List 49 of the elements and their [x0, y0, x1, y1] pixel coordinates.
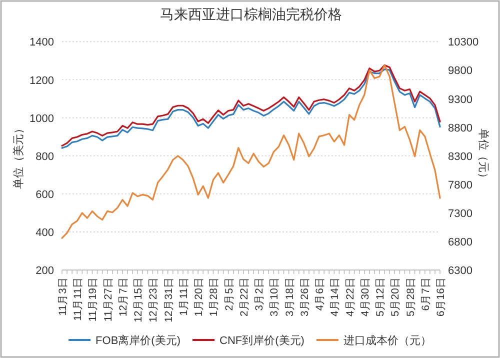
- x-tick-label: 4月22日: [344, 277, 356, 317]
- x-tick-label: 6月7日: [420, 277, 432, 311]
- x-tick-label: 12月31日: [162, 277, 175, 322]
- x-tick-label: 3月10日: [268, 277, 281, 317]
- x-tick-label: 1月11日: [178, 277, 190, 316]
- y-tick-label: 1400: [30, 36, 54, 49]
- x-tick-label: 1月28日: [208, 277, 220, 317]
- x-tick-label: 3月2日: [254, 277, 266, 311]
- y2-tick-label: 8300: [448, 150, 472, 163]
- x-tick-label: 5月28日: [404, 277, 417, 317]
- x-tick-label: 4月30日: [359, 277, 372, 317]
- y-tick-label: 600: [36, 188, 54, 201]
- y2-tick-label: 7300: [448, 208, 472, 220]
- y-tick-label: 400: [36, 226, 54, 239]
- x-tick-label: 12月15日: [132, 277, 145, 322]
- y2-tick-label: 6800: [448, 236, 472, 248]
- legend-label: CNF到岸价(美元): [220, 334, 304, 347]
- y2-axis-title: 单位（元）: [477, 128, 490, 184]
- y-tick-label: 1000: [30, 112, 54, 125]
- x-tick-label: 4月6日: [314, 277, 326, 311]
- x-tick-label: 1月20日: [193, 277, 206, 317]
- y2-tick-label: 10300: [448, 36, 479, 49]
- y-tick-label: 800: [36, 150, 54, 163]
- y2-tick-label: 6300: [448, 265, 472, 277]
- x-tick-label: 11月27日: [102, 277, 114, 322]
- y2-tick-label: 8800: [448, 122, 472, 134]
- x-tick-label: 5月20日: [390, 277, 402, 317]
- legend-label: 进口成本价（元）: [343, 334, 432, 347]
- x-tick-label: 4月14日: [329, 277, 342, 317]
- x-tick-label: 11月3日: [57, 277, 69, 316]
- y2-tick-label: 9800: [448, 65, 472, 78]
- y-axis-title: 单位（美元）: [12, 122, 25, 189]
- x-tick-label: 12月23日: [148, 277, 160, 322]
- y2-tick-label: 7800: [448, 179, 472, 192]
- y2-tick-label: 9300: [448, 94, 472, 106]
- y-tick-label: 1200: [30, 74, 54, 87]
- x-tick-label: 3月18日: [284, 277, 296, 317]
- y-tick-label: 200: [36, 265, 54, 277]
- x-tick-label: 5月12日: [374, 277, 387, 317]
- legend-label: FOB离岸价(美元): [96, 334, 181, 347]
- x-tick-label: 3月26日: [298, 277, 311, 317]
- x-tick-label: 11月19日: [87, 277, 100, 322]
- x-tick-label: 2月22日: [238, 277, 250, 317]
- chart-title: 马来西亚进口棕榈油完税价格: [160, 6, 342, 22]
- x-tick-label: 6月16日: [435, 277, 447, 317]
- x-tick-label: 2月5日: [223, 277, 236, 311]
- line-series: [61, 64, 441, 239]
- x-tick-label: 11月11日: [72, 277, 84, 321]
- x-tick-label: 12月7日: [117, 277, 130, 317]
